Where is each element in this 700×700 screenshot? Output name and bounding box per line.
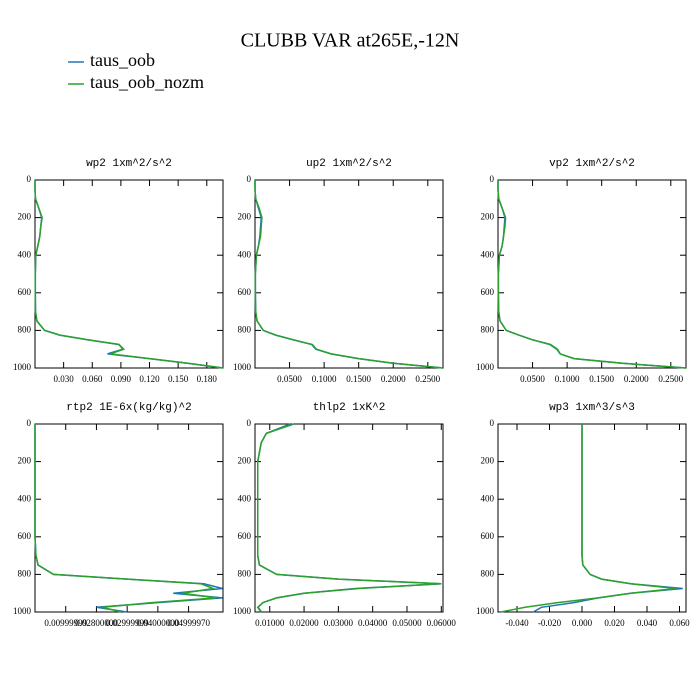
profile-line bbox=[34, 180, 224, 369]
y-tick-label: 600 bbox=[481, 287, 495, 297]
x-tick-label: 0.030 bbox=[54, 374, 75, 384]
y-tick-label: 0 bbox=[490, 174, 495, 184]
x-tick-label: 0.120 bbox=[139, 374, 160, 384]
subplot-title: thlp2 1xK^2 bbox=[313, 402, 386, 414]
profile-line bbox=[256, 423, 442, 613]
x-tick-label: 0.060 bbox=[669, 618, 690, 628]
y-tick-label: 200 bbox=[238, 212, 252, 222]
plot-frame bbox=[254, 179, 444, 369]
x-tick-label: 0.1000 bbox=[555, 374, 580, 384]
x-tick-label: 0.02999999 bbox=[106, 618, 149, 628]
x-tick-label: 0.090 bbox=[111, 374, 132, 384]
profile-line bbox=[254, 180, 444, 369]
profile-line bbox=[254, 180, 444, 369]
y-tick-label: 200 bbox=[18, 212, 32, 222]
x-tick-label: 0.180 bbox=[197, 374, 218, 384]
profile-line bbox=[34, 180, 224, 369]
x-tick-label: 0.1500 bbox=[589, 374, 614, 384]
subplot-title: wp2 1xm^2/s^2 bbox=[86, 158, 172, 170]
y-tick-label: 600 bbox=[238, 287, 252, 297]
profile-line bbox=[497, 180, 687, 369]
x-tick-label: 0.00999999 bbox=[44, 618, 87, 628]
x-tick-label: 0.04000000 bbox=[137, 618, 180, 628]
x-tick-label: 0.000 bbox=[572, 618, 593, 628]
x-tick-label: 0.02800000 bbox=[75, 618, 118, 628]
y-tick-label: 1000 bbox=[476, 606, 495, 616]
subplot-title: vp2 1xm^2/s^2 bbox=[549, 158, 635, 170]
x-tick-label: 0.2000 bbox=[624, 374, 649, 384]
profile-line bbox=[34, 424, 217, 613]
y-tick-label: 1000 bbox=[233, 606, 252, 616]
y-tick-label: 400 bbox=[18, 493, 32, 503]
x-tick-label: 0.150 bbox=[168, 374, 189, 384]
plot-frame bbox=[497, 179, 687, 369]
y-tick-label: 1000 bbox=[13, 606, 32, 616]
y-tick-label: 800 bbox=[481, 324, 495, 334]
legend-label: taus_oob_nozm bbox=[90, 72, 204, 92]
y-tick-label: 1000 bbox=[13, 362, 32, 372]
y-tick-label: 800 bbox=[238, 568, 252, 578]
subplot-title: up2 1xm^2/s^2 bbox=[306, 158, 392, 170]
y-tick-label: 600 bbox=[18, 287, 32, 297]
x-tick-label: 0.01000 bbox=[255, 618, 285, 628]
y-tick-label: 600 bbox=[238, 531, 252, 541]
x-tick-label: 0.2500 bbox=[658, 374, 683, 384]
y-tick-label: 200 bbox=[481, 212, 495, 222]
profile-line bbox=[497, 180, 687, 369]
y-tick-label: 400 bbox=[481, 493, 495, 503]
x-tick-label: 0.04000 bbox=[358, 618, 388, 628]
figure-title: CLUBB VAR at265E,-12N bbox=[241, 30, 460, 52]
subplot-title: rtp2 1E-6x(kg/kg)^2 bbox=[66, 402, 191, 414]
y-tick-label: 1000 bbox=[476, 362, 495, 372]
y-tick-label: 400 bbox=[238, 493, 252, 503]
legend-label: taus_oob bbox=[90, 50, 155, 70]
y-tick-label: 0 bbox=[247, 174, 252, 184]
y-tick-label: 400 bbox=[238, 249, 252, 259]
x-tick-label: 0.1000 bbox=[312, 374, 337, 384]
y-tick-label: 600 bbox=[18, 531, 32, 541]
y-tick-label: 800 bbox=[18, 568, 32, 578]
x-tick-label: 0.06000 bbox=[427, 618, 457, 628]
plot-frame bbox=[254, 423, 444, 613]
x-tick-label: -0.040 bbox=[505, 618, 529, 628]
y-tick-label: 800 bbox=[481, 568, 495, 578]
y-tick-label: 200 bbox=[18, 456, 32, 466]
subplot-title: wp3 1xm^3/s^3 bbox=[549, 402, 635, 414]
y-tick-label: 600 bbox=[481, 531, 495, 541]
y-tick-label: 400 bbox=[18, 249, 32, 259]
x-tick-label: 0.04999970 bbox=[167, 618, 210, 628]
profile-line bbox=[532, 424, 683, 613]
x-tick-label: 0.05000 bbox=[392, 618, 422, 628]
profile-line bbox=[500, 424, 677, 613]
y-tick-label: 0 bbox=[27, 174, 32, 184]
y-tick-label: 200 bbox=[481, 456, 495, 466]
x-tick-label: 0.1500 bbox=[346, 374, 371, 384]
y-tick-label: 800 bbox=[238, 324, 252, 334]
x-tick-label: 0.0500 bbox=[277, 374, 302, 384]
x-tick-label: 0.03000 bbox=[324, 618, 354, 628]
x-tick-label: 0.020 bbox=[604, 618, 625, 628]
y-tick-label: 200 bbox=[238, 456, 252, 466]
y-tick-label: 1000 bbox=[233, 362, 252, 372]
y-tick-label: 0 bbox=[27, 418, 32, 428]
x-tick-label: 0.040 bbox=[637, 618, 658, 628]
profile-line bbox=[256, 423, 442, 613]
plot-frame bbox=[34, 179, 224, 369]
plot-frame bbox=[497, 423, 687, 613]
y-tick-label: 0 bbox=[490, 418, 495, 428]
y-tick-label: 800 bbox=[18, 324, 32, 334]
x-tick-label: -0.020 bbox=[538, 618, 562, 628]
y-tick-label: 0 bbox=[247, 418, 252, 428]
x-tick-label: 0.0500 bbox=[520, 374, 545, 384]
x-tick-label: 0.02000 bbox=[289, 618, 319, 628]
x-tick-label: 0.060 bbox=[82, 374, 103, 384]
x-tick-label: 0.2500 bbox=[415, 374, 440, 384]
x-tick-label: 0.2000 bbox=[381, 374, 406, 384]
y-tick-label: 400 bbox=[481, 249, 495, 259]
